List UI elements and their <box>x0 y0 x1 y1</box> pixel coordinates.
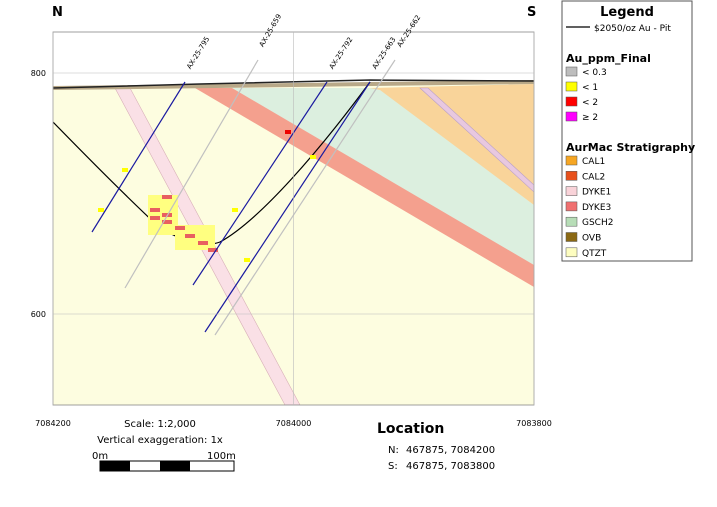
dyke1-thin <box>419 87 534 193</box>
scale-text: Scale: 1:2,000 <box>124 419 196 430</box>
legend-swatch <box>565 232 578 242</box>
assay-block <box>175 226 185 230</box>
assay-block <box>162 220 172 224</box>
legend: Legend $2050/oz Au - Pit Au_ppm_Final Au… <box>561 0 695 262</box>
legend-swatch <box>565 96 578 107</box>
location-block: Location N: 467875, 7084200 S: 467875, 7… <box>377 421 495 472</box>
legend-label: CAL1 <box>582 157 605 167</box>
elevation-label: 800 <box>31 69 46 78</box>
legend-swatch <box>565 247 578 258</box>
topography <box>53 79 534 89</box>
legend-swatch <box>565 66 578 77</box>
location-n-value: 467875, 7084200 <box>406 445 495 456</box>
assay-block <box>150 216 160 220</box>
legend-label: < 1 <box>582 83 598 93</box>
north-label: N <box>52 5 63 20</box>
legend-strat-title: AurMac Stratigraphy <box>566 141 695 154</box>
assay-block <box>285 130 291 134</box>
assay-block <box>98 208 104 212</box>
legend-label: < 2 <box>582 98 598 108</box>
legend-au-title: Au_ppm_Final <box>566 52 651 65</box>
legend-swatch <box>565 171 578 181</box>
assay-block <box>244 258 250 262</box>
drill-hole <box>214 59 396 336</box>
legend-label: DYKE3 <box>582 203 611 213</box>
assay-block <box>310 155 316 159</box>
drill-hole <box>204 81 371 333</box>
legend-swatch <box>565 81 578 92</box>
assay-block <box>232 208 238 212</box>
location-title: Location <box>377 421 444 437</box>
scale-segment <box>100 461 130 471</box>
legend-label: < 0.3 <box>582 68 607 78</box>
legend-pit: $2050/oz Au - Pit <box>594 24 671 34</box>
legend-title: Legend <box>600 5 654 20</box>
drill-hole <box>91 81 186 233</box>
legend-label: CAL2 <box>582 172 605 182</box>
northing-label: 7084200 <box>35 419 71 428</box>
scale-block: Scale: 1:2,000 Vertical exaggeration: 1x… <box>92 419 236 472</box>
south-label: S <box>527 5 536 20</box>
assay-block <box>162 195 172 199</box>
legend-swatch <box>565 111 578 122</box>
legend-swatch <box>565 186 578 196</box>
exaggeration-text: Vertical exaggeration: 1x <box>97 435 223 446</box>
legend-label: OVB <box>582 234 601 244</box>
assay-block <box>122 168 128 172</box>
elevation-label: 600 <box>31 310 46 319</box>
legend-label: QTZT <box>582 249 607 259</box>
scale-end: 100m <box>207 451 236 462</box>
assay-block <box>198 241 208 245</box>
northing-label: 7084000 <box>276 419 312 428</box>
location-s-label: S: <box>388 461 398 472</box>
location-n-label: N: <box>388 445 399 456</box>
assay-block <box>208 248 218 252</box>
legend-box <box>561 0 693 262</box>
legend-label: DYKE1 <box>582 188 611 198</box>
legend-label: ≥ 2 <box>582 113 598 123</box>
location-s-value: 467875, 7083800 <box>406 461 495 472</box>
scale-segment <box>160 461 190 471</box>
legend-label: GSCH2 <box>582 218 613 228</box>
northing-label: 7083800 <box>516 419 552 428</box>
drill-hole <box>192 81 328 286</box>
dyke3-unit <box>195 88 534 287</box>
drill-holes <box>91 59 396 336</box>
legend-swatch <box>565 216 578 227</box>
legend-swatch <box>565 155 578 166</box>
assay-block <box>185 234 195 238</box>
assay-blocks <box>98 130 316 262</box>
legend-items: < 0.3 < 1 < 2 ≥ 2 CAL1 CAL2 DYKE1 DYKE3 GSCH2 OVB… <box>565 66 613 259</box>
drill-hole <box>124 59 259 289</box>
scale-start: 0m <box>92 451 108 462</box>
legend-swatch <box>565 201 578 212</box>
assay-block <box>150 208 160 212</box>
cal1-unit <box>370 84 534 205</box>
grid: 800 600 7084200 7084000 7083800 <box>31 32 552 428</box>
